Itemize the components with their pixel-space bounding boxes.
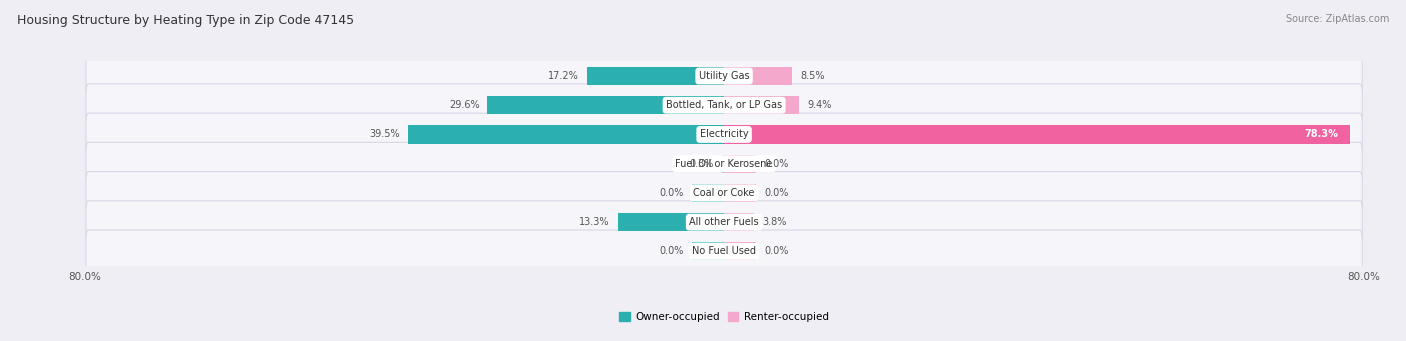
- FancyBboxPatch shape: [86, 172, 1362, 214]
- Bar: [408, 125, 724, 144]
- Bar: [724, 125, 1350, 144]
- Text: All other Fuels: All other Fuels: [689, 217, 759, 227]
- Text: Source: ZipAtlas.com: Source: ZipAtlas.com: [1285, 14, 1389, 24]
- Bar: [721, 154, 724, 173]
- Bar: [692, 242, 724, 261]
- Text: Bottled, Tank, or LP Gas: Bottled, Tank, or LP Gas: [666, 100, 782, 110]
- Bar: [724, 96, 799, 114]
- Text: 9.4%: 9.4%: [807, 100, 831, 110]
- Bar: [724, 154, 756, 173]
- Text: Fuel Oil or Kerosene: Fuel Oil or Kerosene: [675, 159, 773, 169]
- Text: 0.0%: 0.0%: [763, 246, 789, 256]
- Text: 8.5%: 8.5%: [800, 71, 824, 81]
- Text: Utility Gas: Utility Gas: [699, 71, 749, 81]
- FancyBboxPatch shape: [86, 230, 1362, 273]
- Text: 13.3%: 13.3%: [579, 217, 610, 227]
- Text: 3.8%: 3.8%: [762, 217, 787, 227]
- Text: 78.3%: 78.3%: [1305, 130, 1339, 139]
- Text: No Fuel Used: No Fuel Used: [692, 246, 756, 256]
- FancyBboxPatch shape: [86, 55, 1362, 97]
- Text: 39.5%: 39.5%: [370, 130, 401, 139]
- Text: 0.0%: 0.0%: [763, 188, 789, 198]
- Bar: [617, 213, 724, 231]
- Text: 0.0%: 0.0%: [659, 188, 685, 198]
- FancyBboxPatch shape: [86, 201, 1362, 243]
- Text: 0.3%: 0.3%: [689, 159, 714, 169]
- Text: 29.6%: 29.6%: [449, 100, 479, 110]
- Bar: [488, 96, 724, 114]
- Bar: [692, 184, 724, 202]
- Bar: [724, 184, 756, 202]
- Text: Housing Structure by Heating Type in Zip Code 47145: Housing Structure by Heating Type in Zip…: [17, 14, 354, 27]
- Legend: Owner-occupied, Renter-occupied: Owner-occupied, Renter-occupied: [616, 308, 832, 326]
- Bar: [724, 67, 792, 85]
- FancyBboxPatch shape: [86, 84, 1362, 127]
- Text: 0.0%: 0.0%: [763, 159, 789, 169]
- Text: Coal or Coke: Coal or Coke: [693, 188, 755, 198]
- Bar: [724, 213, 755, 231]
- Text: Electricity: Electricity: [700, 130, 748, 139]
- Text: 0.0%: 0.0%: [659, 246, 685, 256]
- Bar: [586, 67, 724, 85]
- FancyBboxPatch shape: [86, 113, 1362, 156]
- Text: 17.2%: 17.2%: [548, 71, 578, 81]
- Bar: [724, 242, 756, 261]
- FancyBboxPatch shape: [86, 142, 1362, 185]
